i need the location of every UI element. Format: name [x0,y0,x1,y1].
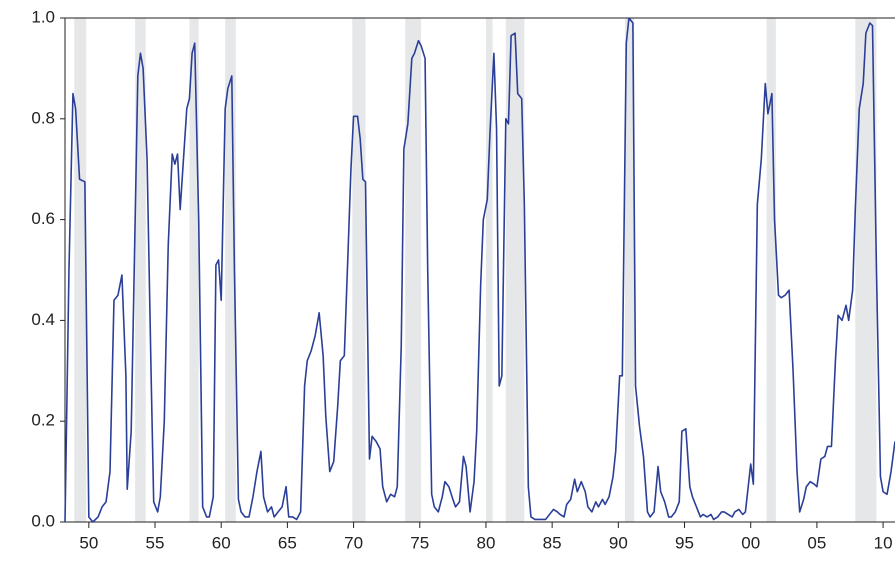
y-tick-label: 1.0 [31,7,55,26]
x-tick-label: 95 [675,533,694,552]
recession-shade [624,18,635,522]
y-tick-label: 0.4 [31,310,55,329]
recession-shade [505,18,525,522]
y-tick-label: 0.8 [31,108,55,127]
recession-shade [405,18,422,522]
recession-shade [352,18,366,522]
y-tick-label: 0.6 [31,209,55,228]
x-tick-label: 80 [476,533,495,552]
y-tick-label: 0.2 [31,411,55,430]
x-tick-label: 60 [212,533,231,552]
recession-shade [766,18,776,522]
x-tick-label: 65 [278,533,297,552]
x-tick-label: 90 [609,533,628,552]
recession-shade [135,18,146,522]
recession-shade [74,18,87,522]
recession-shade [855,18,877,522]
x-tick-label: 50 [79,533,98,552]
x-tick-label: 85 [543,533,562,552]
recession-shade [225,18,236,522]
series-line [64,17,895,523]
x-tick-label: 00 [741,533,760,552]
y-tick-label: 0.0 [31,511,55,530]
x-tick-label: 05 [807,533,826,552]
x-tick-label: 10 [874,533,893,552]
recession-shade [189,18,199,522]
x-tick-label: 70 [344,533,363,552]
x-tick-label: 55 [146,533,165,552]
x-tick-label: 75 [410,533,429,552]
recession-shade [485,18,493,522]
